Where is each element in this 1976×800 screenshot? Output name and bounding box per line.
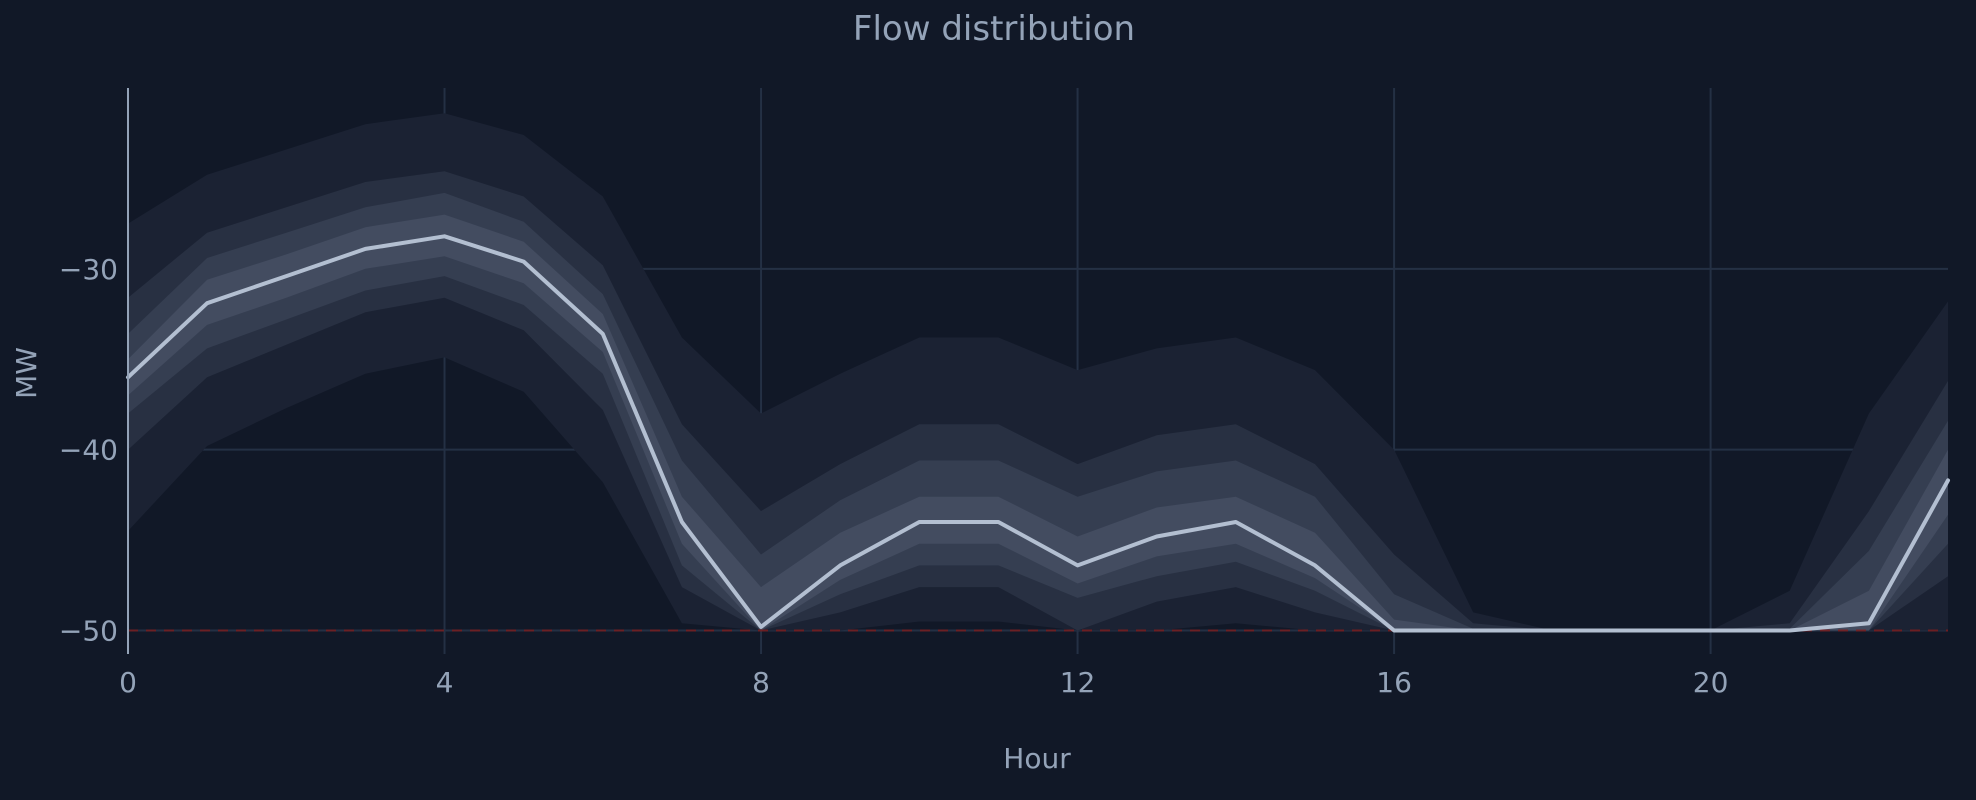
x-axis-label: Hour [1003,742,1071,775]
x-tick-label: 4 [436,666,454,699]
y-tick-label: −50 [59,614,118,647]
confidence-bands [128,113,1948,631]
x-tick-label: 12 [1060,666,1096,699]
chart-title: Flow distribution [853,9,1135,49]
confidence-band-4 [128,214,1948,631]
y-axis-label: MW [10,347,43,399]
x-tick-label: 0 [119,666,137,699]
y-tick-label: −40 [59,434,118,467]
tick-labels: 0 4 8 12 16 20 −30 −40 −50 [59,253,1729,699]
x-tick-label: 8 [752,666,770,699]
median-line-layer [126,234,1950,633]
confidence-band-1 [128,113,1948,631]
y-tick-label: −30 [59,253,118,286]
x-tick-label: 16 [1376,666,1412,699]
x-tick-label: 20 [1693,666,1729,699]
median-line [126,234,1950,633]
